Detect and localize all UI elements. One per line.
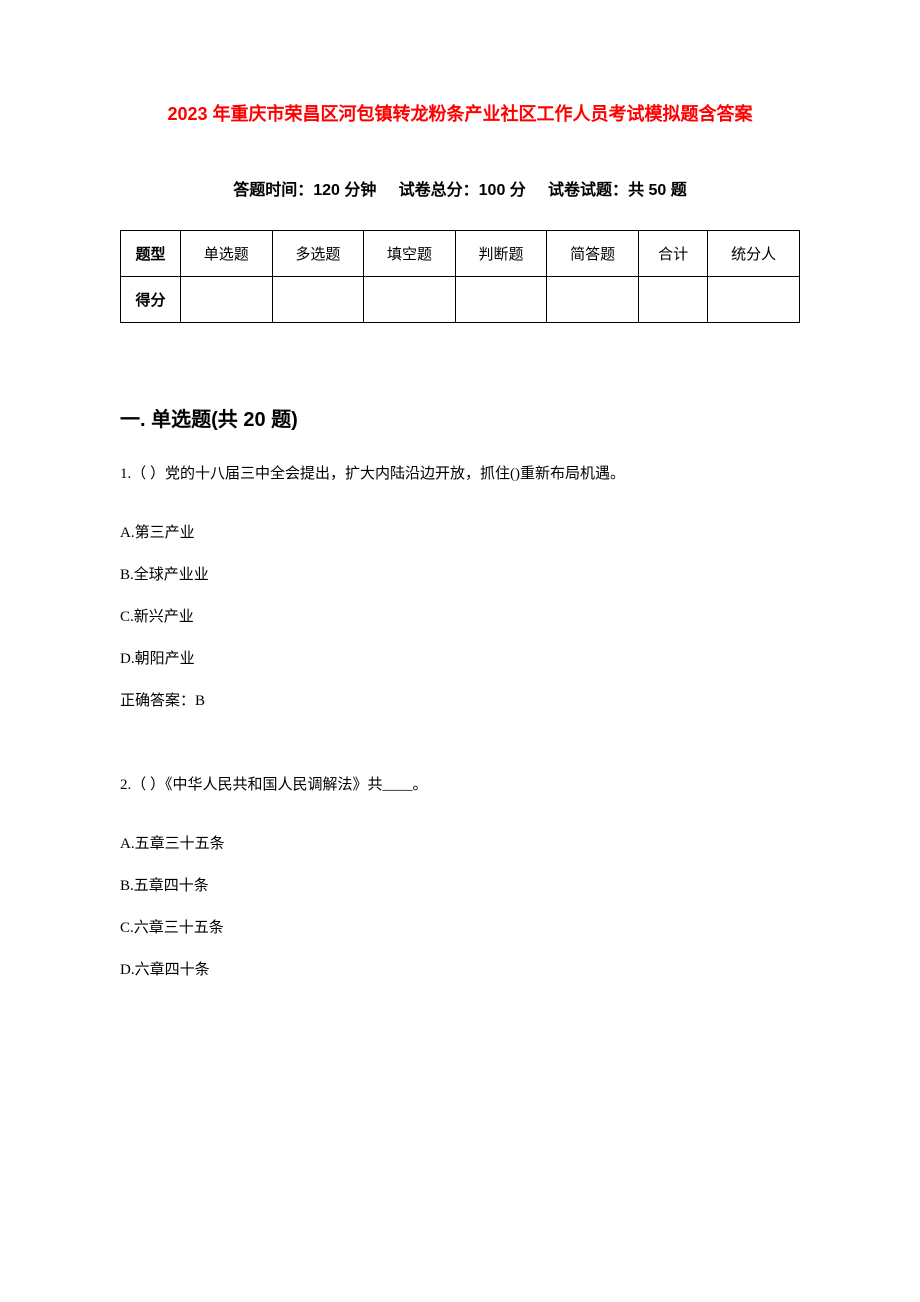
table-header-score: 得分 bbox=[121, 277, 181, 323]
option-c: C.新兴产业 bbox=[120, 605, 800, 629]
table-cell bbox=[455, 277, 547, 323]
question-text: 1.（ ）党的十八届三中全会提出，扩大内陆沿边开放，抓住()重新布局机遇。 bbox=[120, 462, 800, 486]
count-value: 共 50 题 bbox=[628, 182, 687, 199]
table-cell bbox=[181, 277, 273, 323]
total-value: 100 分 bbox=[479, 182, 526, 199]
exam-info: 答题时间：120 分钟 试卷总分：100 分 试卷试题：共 50 题 bbox=[120, 176, 800, 200]
table-header-cell: 多选题 bbox=[272, 231, 364, 277]
score-table: 题型 单选题 多选题 填空题 判断题 简答题 合计 统分人 得分 bbox=[120, 230, 800, 323]
time-value: 120 分钟 bbox=[313, 182, 376, 199]
answer: 正确答案：B bbox=[120, 689, 800, 713]
table-header-cell: 单选题 bbox=[181, 231, 273, 277]
section-heading: 一. 单选题(共 20 题) bbox=[120, 403, 800, 432]
option-c: C.六章三十五条 bbox=[120, 916, 800, 940]
table-header-cell: 简答题 bbox=[547, 231, 639, 277]
table-header-cell: 统分人 bbox=[708, 231, 800, 277]
table-row: 题型 单选题 多选题 填空题 判断题 简答题 合计 统分人 bbox=[121, 231, 800, 277]
option-a: A.第三产业 bbox=[120, 521, 800, 545]
option-d: D.六章四十条 bbox=[120, 958, 800, 982]
question-1: 1.（ ）党的十八届三中全会提出，扩大内陆沿边开放，抓住()重新布局机遇。 A.… bbox=[120, 462, 800, 713]
table-header-type: 题型 bbox=[121, 231, 181, 277]
table-header-cell: 填空题 bbox=[364, 231, 456, 277]
count-label: 试卷试题： bbox=[548, 182, 628, 199]
table-cell bbox=[547, 277, 639, 323]
option-a: A.五章三十五条 bbox=[120, 832, 800, 856]
question-2: 2.（ ）《中华人民共和国人民调解法》共____。 A.五章三十五条 B.五章四… bbox=[120, 773, 800, 982]
total-label: 试卷总分： bbox=[399, 182, 479, 199]
option-d: D.朝阳产业 bbox=[120, 647, 800, 671]
option-b: B.全球产业业 bbox=[120, 563, 800, 587]
time-label: 答题时间： bbox=[233, 182, 313, 199]
table-header-cell: 合计 bbox=[638, 231, 707, 277]
table-cell bbox=[272, 277, 364, 323]
table-cell bbox=[364, 277, 456, 323]
document-title: 2023 年重庆市荣昌区河包镇转龙粉条产业社区工作人员考试模拟题含答案 bbox=[120, 100, 800, 126]
table-cell bbox=[638, 277, 707, 323]
question-text: 2.（ ）《中华人民共和国人民调解法》共____。 bbox=[120, 773, 800, 797]
option-b: B.五章四十条 bbox=[120, 874, 800, 898]
table-header-cell: 判断题 bbox=[455, 231, 547, 277]
table-row: 得分 bbox=[121, 277, 800, 323]
table-cell bbox=[708, 277, 800, 323]
